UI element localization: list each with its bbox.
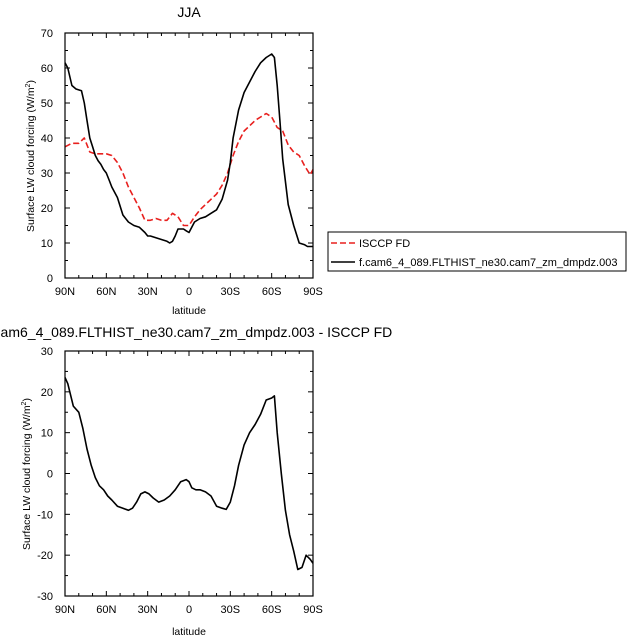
- y-tick-label: -20: [37, 550, 53, 562]
- x-tick-label: 0: [186, 286, 192, 298]
- panel-top: JJA 90N 60N 30N 0 30S 60S 90S 010203040506070 …: [25, 4, 323, 317]
- panel-bottom: f.cam6_4_089.FLTHIST_ne30.cam7_zm_dmpdz.…: [0, 324, 392, 638]
- x-tick-label: 30S: [221, 604, 241, 616]
- y-tick-label: 60: [41, 63, 53, 75]
- y-axis-label-close: ): [25, 80, 37, 84]
- series-line-1: [64, 53, 313, 248]
- y-tick-labels: -30 -20 -10 0 10 20 30: [37, 346, 53, 603]
- y-tick-label: -30: [37, 591, 53, 603]
- y-tick-label: 50: [41, 98, 53, 110]
- series-line-0: [64, 112, 314, 227]
- x-tick-label: 90S: [303, 286, 323, 298]
- y-tick-labels: 0 10 20 30 40 50 60 70: [41, 28, 53, 285]
- y-axis-label-main: Surface LW cloud forcing (W/m: [21, 405, 33, 550]
- y-tick-label: 20: [41, 203, 53, 215]
- chart-title: f.cam6_4_089.FLTHIST_ne30.cam7_zm_dmpdz.…: [0, 324, 392, 340]
- legend-label-isccp: ISCCP FD: [359, 238, 410, 250]
- y-axis-label: Surface LW cloud forcing (W/m2): [25, 80, 37, 232]
- y-tick-label: 70: [41, 28, 53, 40]
- y-tick-label: 30: [41, 168, 53, 180]
- x-axis-label: latitude: [172, 305, 206, 317]
- series-lines: [64, 53, 314, 248]
- y-axis-label: Surface LW cloud forcing (W/m2): [21, 398, 33, 550]
- legend-label-model: f.cam6_4_089.FLTHIST_ne30.cam7_zm_dmpdz.…: [359, 257, 617, 269]
- chart-title: JJA: [177, 4, 201, 20]
- x-tick-label: 30N: [138, 604, 158, 616]
- y-axis-label-sup: 2: [25, 83, 32, 87]
- y-tick-label: 40: [41, 133, 53, 145]
- x-tick-label: 30S: [221, 286, 241, 298]
- plot-frame: [64, 32, 314, 279]
- y-axis-label-close: ): [21, 398, 33, 402]
- y-axis-label-sup: 2: [21, 401, 28, 405]
- y-tick-label: 10: [41, 238, 53, 250]
- y-tick-label: 30: [41, 346, 53, 358]
- x-tick-label: 90S: [303, 604, 323, 616]
- y-tick-label: 0: [47, 273, 53, 285]
- x-tick-label: 60S: [262, 604, 282, 616]
- legend: ISCCP FD f.cam6_4_089.FLTHIST_ne30.cam7_…: [327, 231, 627, 272]
- tick-marks: [64, 350, 314, 597]
- x-tick-label: 60N: [96, 604, 116, 616]
- x-tick-label: 60S: [262, 286, 282, 298]
- y-tick-label: 0: [47, 469, 53, 481]
- y-tick-label: 20: [41, 387, 53, 399]
- x-tick-labels: 90N 60N 30N 0 30S 60S 90S: [55, 286, 323, 298]
- plot-frame: [64, 350, 314, 597]
- x-tick-label: 0: [186, 604, 192, 616]
- legend-box: [327, 231, 627, 272]
- y-tick-label: 10: [41, 428, 53, 440]
- series-lines: [64, 377, 314, 571]
- y-axis-label-main: Surface LW cloud forcing (W/m: [25, 87, 37, 232]
- x-tick-labels: 90N 60N 30N 0 30S 60S 90S: [55, 604, 323, 616]
- y-tick-label: -10: [37, 509, 53, 521]
- x-tick-label: 30N: [138, 286, 158, 298]
- x-tick-label: 60N: [96, 286, 116, 298]
- x-tick-label: 90N: [55, 286, 75, 298]
- series-line-0: [64, 377, 314, 571]
- x-axis-label: latitude: [172, 626, 206, 638]
- x-tick-label: 90N: [55, 604, 75, 616]
